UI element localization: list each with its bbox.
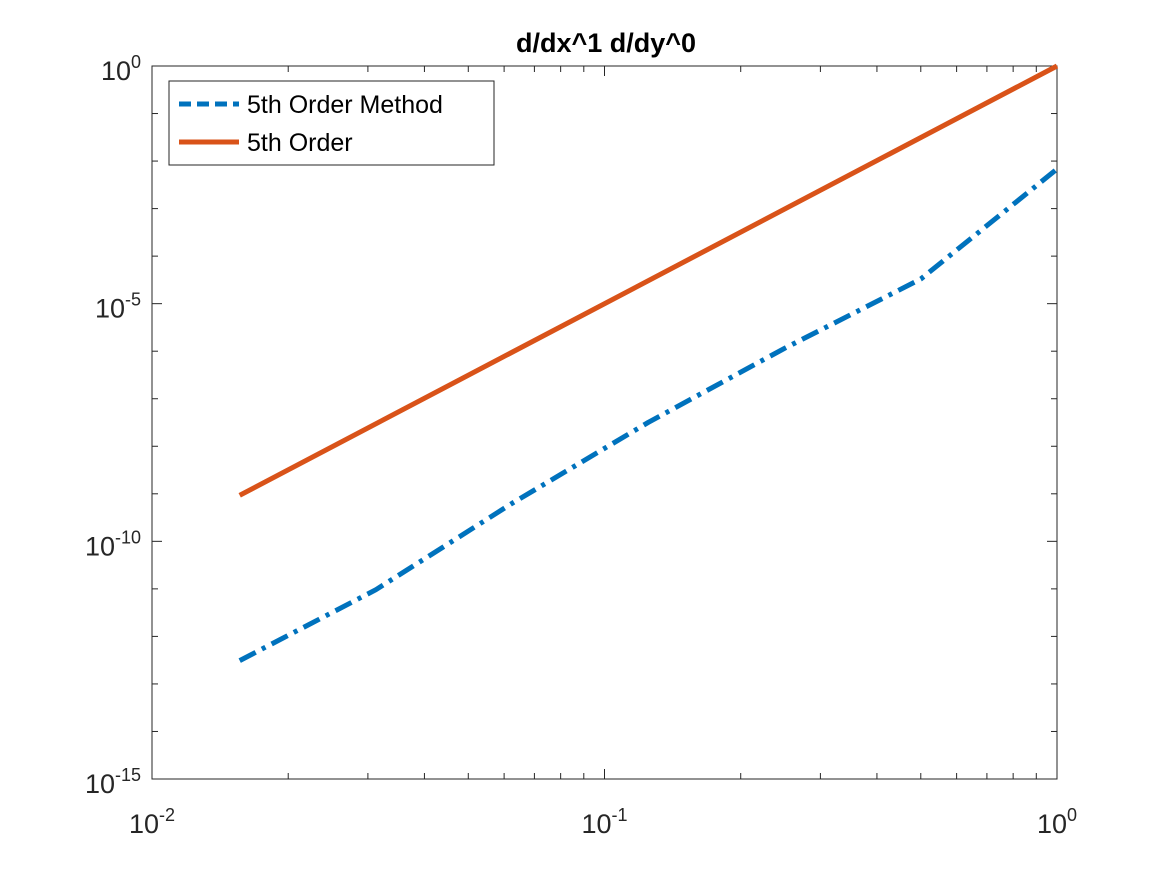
chart-title: d/dx^1 d/dy^0 (516, 28, 696, 58)
y-tick-label: 10-15 (85, 765, 141, 799)
y-tick-label: 10-10 (85, 527, 141, 561)
series-line-2 (238, 63, 1059, 498)
series-line-1 (238, 167, 1059, 663)
legend-box (168, 80, 495, 166)
legend-label: 5th Order (247, 129, 353, 157)
legend-label: 5th Order Method (247, 91, 443, 119)
y-tick-label: 100 (101, 52, 141, 86)
x-tick-label: 10-1 (581, 805, 627, 839)
plot-area (151, 65, 1058, 780)
y-tick-label: 10-5 (95, 290, 141, 324)
x-tick-label: 100 (1037, 805, 1077, 839)
x-tick-label: 10-2 (129, 805, 175, 839)
